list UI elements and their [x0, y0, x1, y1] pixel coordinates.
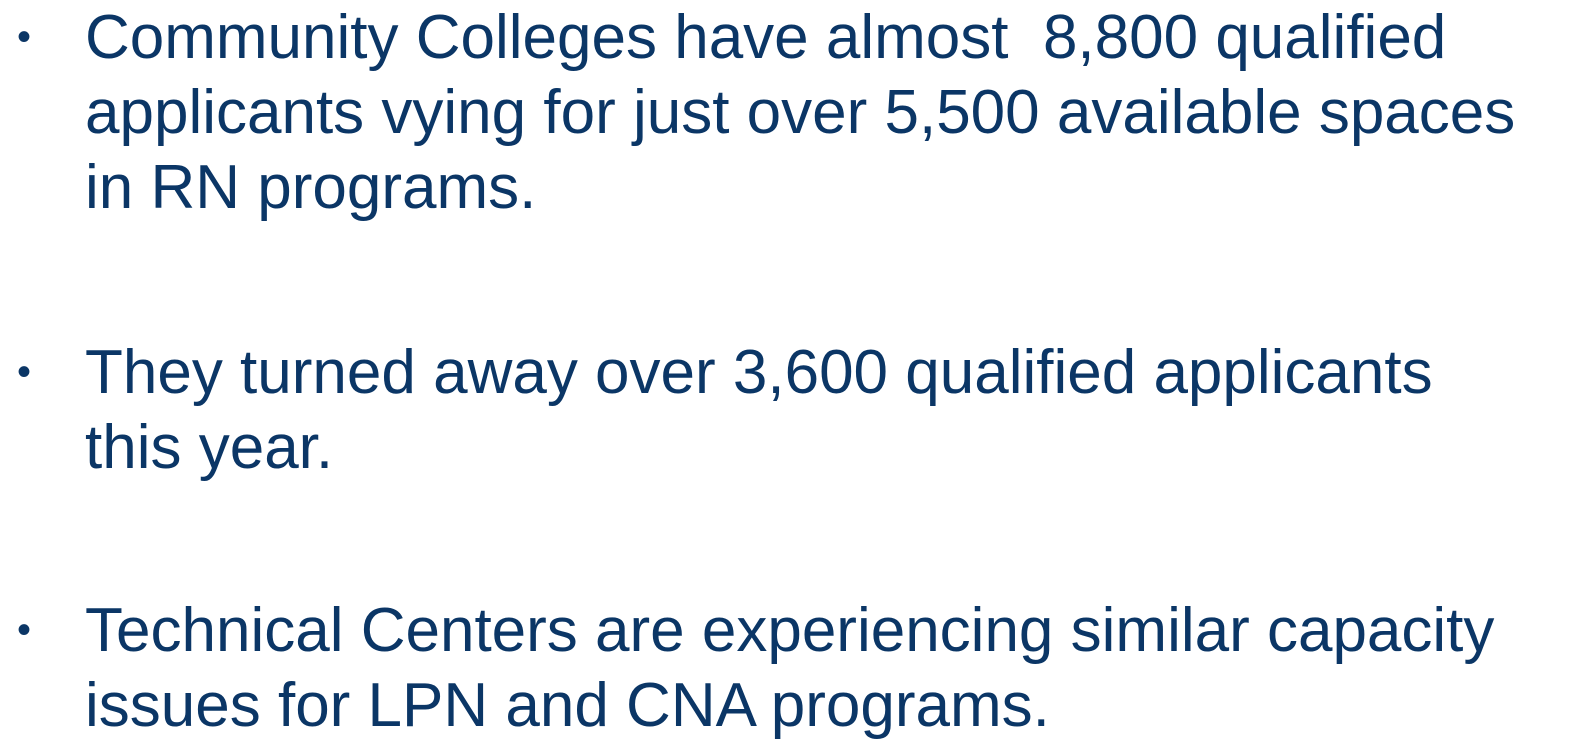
bullet-text-line: applicants vying for just over 5,500 ava…	[85, 78, 1516, 147]
bullet-text-line: Community Colleges have almost 8,800 qua…	[85, 3, 1447, 72]
bullet-item: • They turned away over 3,600 qualified a…	[0, 335, 1581, 485]
bullet-item: • Technical Centers are experiencing simi…	[0, 593, 1581, 743]
bullet-text-line: issues for LPN and CNA programs.	[85, 671, 1050, 740]
bullet-text-line: in RN programs.	[85, 153, 537, 222]
bullet-item: • Community Colleges have almost 8,800 qu…	[0, 0, 1581, 225]
bullet-marker: •	[16, 350, 31, 394]
bullet-text-line: Technical Centers are experiencing simil…	[85, 596, 1495, 665]
bullet-text-line: this year.	[85, 413, 334, 482]
bullet-text-line: They turned away over 3,600 qualified ap…	[85, 338, 1433, 407]
bullet-marker: •	[16, 15, 31, 59]
bullet-marker: •	[16, 608, 31, 652]
